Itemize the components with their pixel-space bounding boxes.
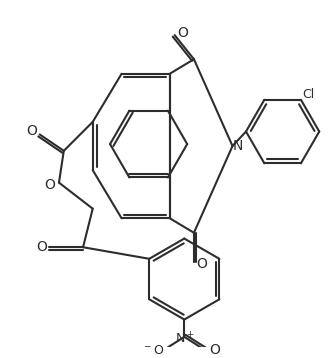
Text: O: O [210,343,220,357]
Text: $^-$O: $^-$O [142,344,165,357]
Text: N: N [233,139,244,153]
Text: O: O [36,240,47,254]
Text: O: O [26,124,37,137]
Text: Cl: Cl [303,88,315,101]
Text: O: O [44,178,55,192]
Text: O: O [196,257,207,271]
Text: O: O [177,26,188,40]
Text: N$^+$: N$^+$ [174,331,194,347]
